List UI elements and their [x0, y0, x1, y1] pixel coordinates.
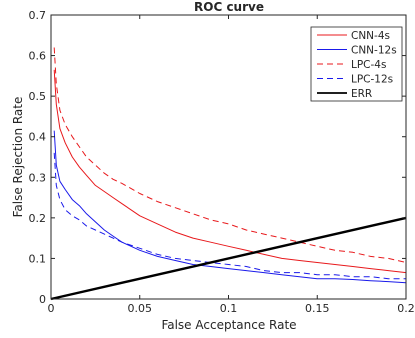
x-tick-label: 0.1: [220, 302, 238, 315]
legend-items: CNN-4s CNN-12s LPC-4s LPC-12s ERR: [317, 30, 397, 100]
y-tick-label: 0.4: [29, 131, 47, 144]
x-axis-label: False Acceptance Rate: [161, 318, 296, 332]
series-line-cnn-12s: [53, 130, 407, 284]
series-line-lpc-12s: [53, 152, 406, 280]
x-tick-label: 0.05: [128, 302, 153, 315]
x-tick-label: 0: [48, 302, 55, 315]
y-tick-label: 0.1: [29, 252, 47, 265]
legend-label-lpc-4s: LPC-4s: [351, 59, 386, 71]
y-tick-label: 0.5: [29, 90, 47, 103]
y-tick-label: 0.7: [29, 9, 47, 22]
legend-label-err: ERR: [351, 88, 372, 100]
series-layer: [50, 47, 407, 301]
chart-title: ROC curve: [194, 0, 264, 14]
legend-box: [310, 26, 403, 102]
legend: CNN-4s CNN-12s LPC-4s LPC-12s ERR: [310, 26, 403, 102]
ticks-layer: 0 0.05 0.1 0.15 0.2 0 0.1 0.2 0.3 0.4 0.5 0.6 0.7: [29, 9, 415, 315]
legend-label-lpc-12s: LPC-12s: [351, 74, 393, 86]
series-line-lpc-4s: [53, 47, 407, 263]
x-tick-label: 0.15: [305, 302, 330, 315]
y-tick-label: 0.2: [29, 212, 47, 225]
legend-label-cnn-12s: CNN-12s: [351, 45, 397, 57]
series-line-err: [50, 216, 407, 301]
y-tick-label: 0.6: [29, 50, 47, 63]
legend-label-cnn-4s: CNN-4s: [351, 30, 390, 42]
y-axis-label: False Rejection Rate: [11, 97, 25, 218]
y-tick-label: 0: [39, 293, 46, 306]
series-line-cnn-4s: [53, 69, 407, 274]
x-tick-label: 0.2: [397, 302, 415, 315]
y-tick-label: 0.3: [29, 171, 47, 184]
